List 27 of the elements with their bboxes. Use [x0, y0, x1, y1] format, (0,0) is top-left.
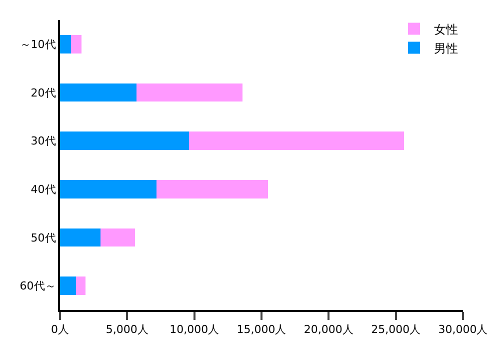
bar	[60, 180, 157, 198]
legend-label: 男性	[434, 41, 458, 56]
bar	[60, 34, 71, 54]
bar	[100, 228, 136, 247]
y-tick-label: 60代～	[20, 280, 56, 293]
x-tick-label: 10,000人	[170, 323, 220, 336]
bar	[60, 228, 100, 247]
bar	[60, 276, 76, 296]
bar	[60, 83, 137, 102]
y-tick-label: 30代	[30, 134, 56, 148]
x-tick-label: 0人	[51, 323, 69, 336]
bar	[188, 132, 404, 150]
x-tick-label: 15,000人	[236, 323, 286, 336]
bar	[136, 83, 243, 102]
legend-label: 女性	[434, 22, 458, 36]
y-tick-label: ～10代	[20, 38, 56, 52]
y-tick-label: 50代	[30, 231, 56, 244]
bar	[76, 276, 86, 296]
y-tick-label: 40代	[30, 183, 56, 196]
x-tick-label: 25,000人	[371, 323, 421, 336]
bar	[156, 180, 268, 198]
x-tick-label: 20,000人	[304, 323, 354, 336]
bar	[70, 34, 82, 54]
y-tick-label: 20代	[30, 86, 56, 100]
bar	[60, 132, 189, 150]
x-tick-label: 30,000人	[438, 323, 488, 336]
x-tick-label: 5,000人	[106, 323, 148, 336]
